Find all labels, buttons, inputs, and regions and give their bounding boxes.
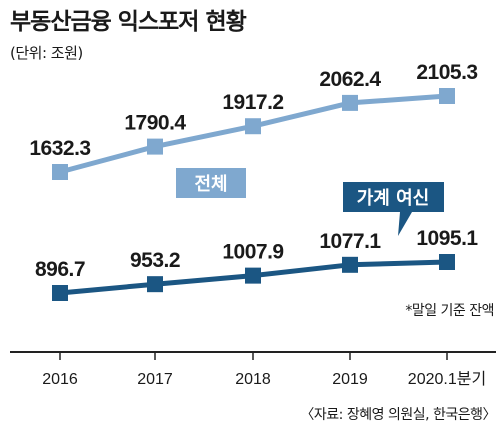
series-tag-1: 가계 여신	[357, 188, 430, 209]
data-label-1-2: 1007.9	[222, 241, 283, 264]
data-point-0-1	[147, 138, 163, 155]
data-point-0-3	[342, 94, 358, 111]
data-label-0-3: 2062.4	[319, 68, 381, 91]
data-label-1-1: 953.2	[130, 249, 180, 272]
data-point-1-1	[147, 276, 163, 293]
data-point-1-2	[245, 267, 261, 284]
data-label-1-3: 1077.1	[319, 230, 381, 253]
x-tick-label-0: 2016	[42, 371, 78, 388]
footnote: *말일 기준 잔액	[405, 303, 494, 319]
chart-title: 부동산금융 익스포저 현황	[10, 9, 247, 35]
series-tag-0: 전체	[194, 174, 227, 195]
data-point-0-2	[245, 118, 261, 135]
data-point-1-0	[52, 285, 68, 301]
data-label-0-2: 1917.2	[222, 91, 283, 114]
data-point-1-3	[342, 256, 358, 273]
data-point-0-0	[52, 164, 68, 180]
data-label-1-0: 896.7	[35, 258, 85, 281]
data-label-0-0: 1632.3	[29, 137, 90, 160]
x-tick-label-2: 2018	[235, 371, 271, 388]
series-tag-bg-0	[176, 168, 246, 198]
data-label-1-4: 1095.1	[416, 227, 478, 250]
source-note: 〈자료: 장혜영 의원실, 한국은행〉	[300, 407, 496, 423]
x-tick-label-1: 2017	[137, 371, 173, 388]
x-tick-label-3: 2019	[332, 371, 368, 388]
unit-label: (단위: 조원)	[10, 44, 83, 62]
data-point-0-4	[439, 88, 455, 104]
data-point-1-4	[439, 254, 455, 270]
series-tag-bg-1	[343, 182, 444, 236]
data-label-0-1: 1790.4	[124, 112, 186, 135]
x-tick-label-4: 2020.1분기	[408, 370, 486, 388]
data-label-0-4: 2105.3	[416, 61, 477, 84]
